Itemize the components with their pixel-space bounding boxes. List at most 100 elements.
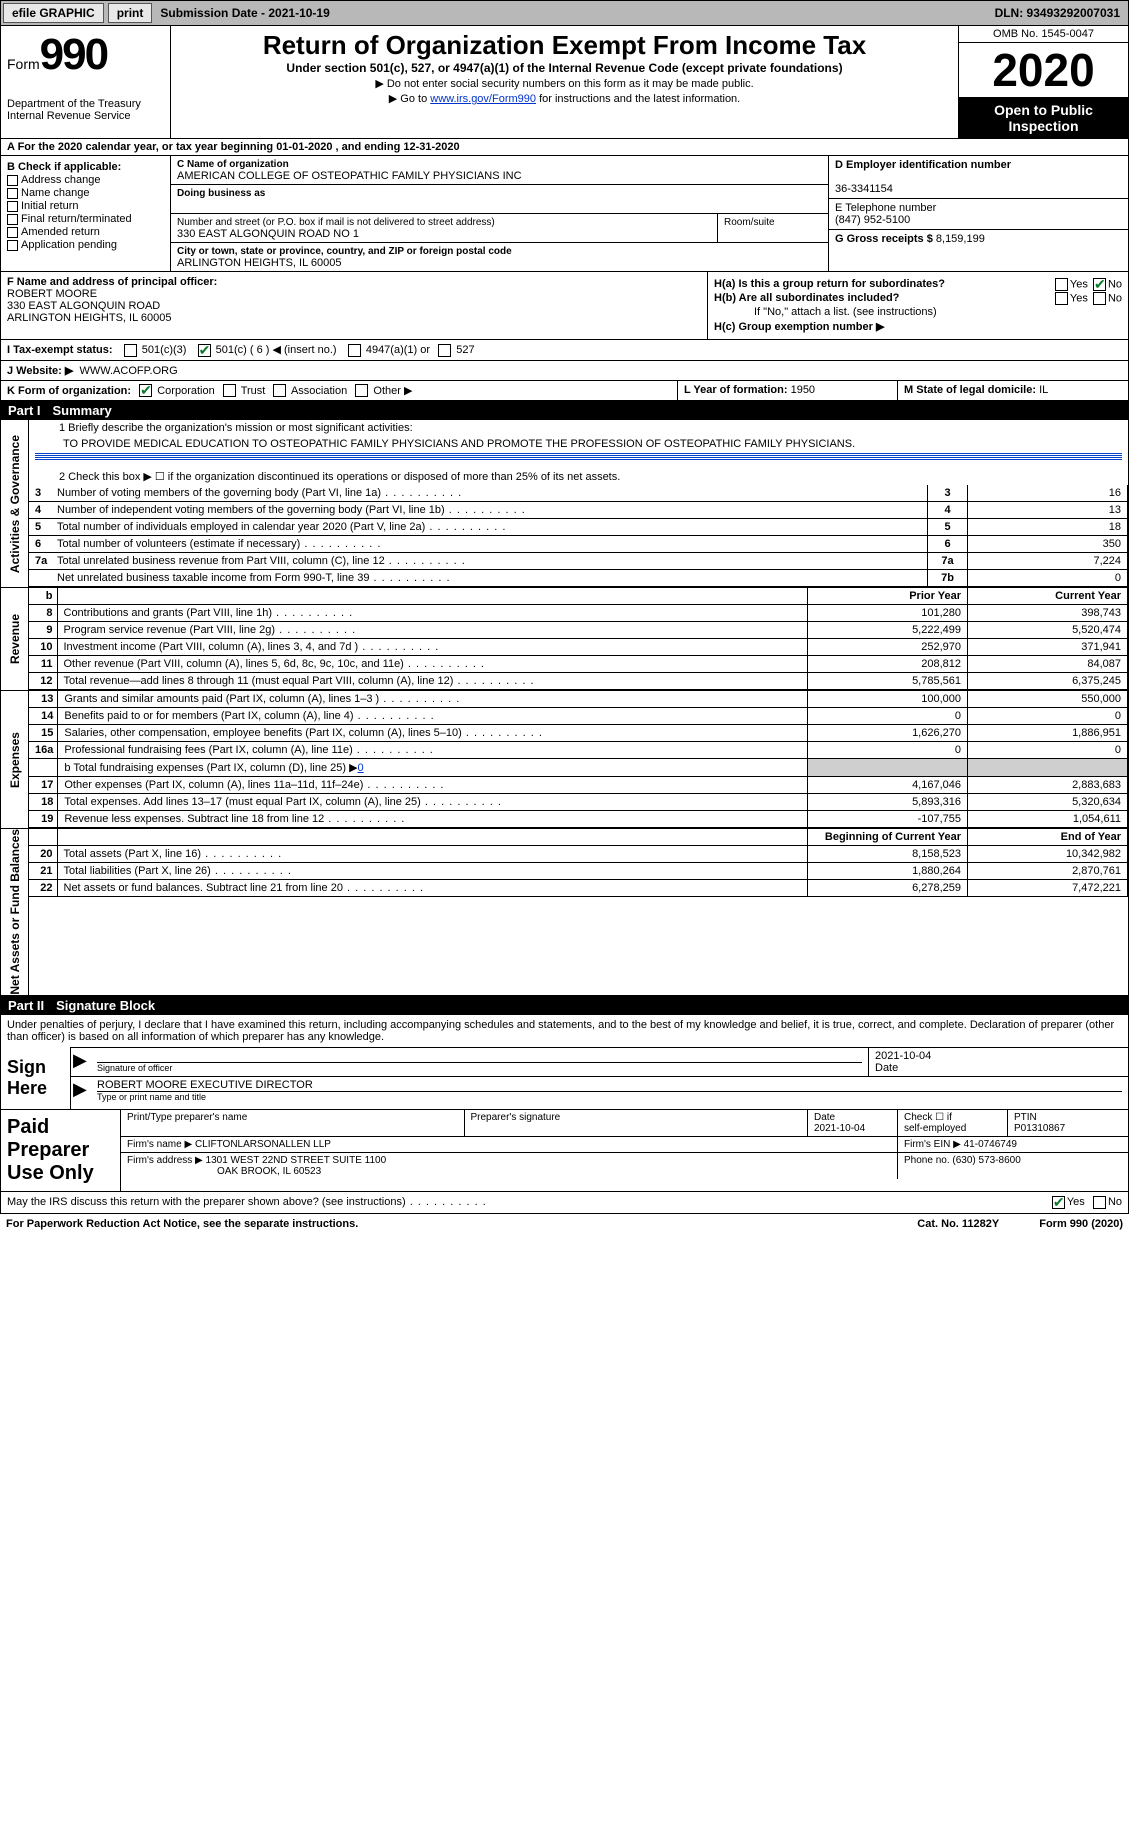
sig-date: 2021-10-04 [875, 1050, 1122, 1062]
note-ssn: ▶ Do not enter social security numbers o… [179, 77, 950, 90]
chk-initial-return[interactable] [7, 201, 18, 212]
chk-final-return[interactable] [7, 214, 18, 225]
officer-name-title: ROBERT MOORE EXECUTIVE DIRECTOR [97, 1079, 1122, 1091]
vlabel-activities: Activities & Governance [8, 435, 22, 573]
vlabel-revenue: Revenue [8, 614, 22, 664]
ein: 36-3341154 [835, 183, 893, 195]
chk-address-change[interactable] [7, 175, 18, 186]
part1-header: Part I Summary [0, 401, 1129, 420]
chk-ha-yes[interactable] [1055, 278, 1068, 291]
officer-group-block: F Name and address of principal officer:… [0, 271, 1129, 340]
gov-row: 6Total number of volunteers (estimate if… [29, 536, 1128, 553]
revenue-table: b Prior Year Current Year 8Contributions… [29, 588, 1128, 690]
summary-revenue: Revenue b Prior Year Current Year 8Contr… [0, 588, 1129, 691]
chk-discuss-yes[interactable] [1052, 1196, 1065, 1209]
officer-name: ROBERT MOORE [7, 288, 97, 300]
mission-text: TO PROVIDE MEDICAL EDUCATION TO OSTEOPAT… [29, 436, 1128, 452]
street-address: 330 EAST ALGONQUIN ROAD NO 1 [177, 228, 359, 240]
chk-corp[interactable] [139, 384, 152, 397]
revenue-row: 9Program service revenue (Part VIII, lin… [29, 622, 1128, 639]
chk-hb-no[interactable] [1093, 292, 1106, 305]
chk-4947[interactable] [348, 344, 361, 357]
header-left: Form990 Department of the Treasury Inter… [1, 26, 171, 138]
netassets-row: 20Total assets (Part X, line 16)8,158,52… [29, 846, 1128, 863]
firm-addr2: OAK BROOK, IL 60523 [127, 1166, 321, 1177]
expenses-table: 13Grants and similar amounts paid (Part … [29, 691, 1128, 828]
submission-date: Submission Date - 2021-10-19 [154, 6, 335, 20]
firm-phone: (630) 573-8600 [952, 1155, 1020, 1166]
chk-application-pending[interactable] [7, 240, 18, 251]
chk-hb-yes[interactable] [1055, 292, 1068, 305]
firm-name: CLIFTONLARSONALLEN LLP [195, 1139, 331, 1150]
officer-addr1: 330 EAST ALGONQUIN ROAD [7, 300, 160, 312]
state-domicile: IL [1039, 384, 1048, 396]
ptin: P01310867 [1014, 1123, 1122, 1134]
expense-row: 14Benefits paid to or for members (Part … [29, 708, 1128, 725]
form-header: Form990 Department of the Treasury Inter… [0, 26, 1129, 139]
dept-treasury: Department of the Treasury [7, 98, 164, 110]
section-c: C Name of organization AMERICAN COLLEGE … [171, 156, 828, 271]
expense-row-16b: b Total fundraising expenses (Part IX, c… [29, 759, 1128, 777]
expense-row: 17Other expenses (Part IX, column (A), l… [29, 777, 1128, 794]
expense-row: 13Grants and similar amounts paid (Part … [29, 691, 1128, 708]
chk-discuss-no[interactable] [1093, 1196, 1106, 1209]
firm-ein: 41-0746749 [964, 1139, 1017, 1150]
print-button[interactable]: print [108, 3, 153, 23]
netassets-row: 22Net assets or fund balances. Subtract … [29, 880, 1128, 897]
row-k: K Form of organization: Corporation Trus… [0, 381, 1129, 402]
page-footer: For Paperwork Reduction Act Notice, see … [0, 1214, 1129, 1234]
gov-row: 7aTotal unrelated business revenue from … [29, 553, 1128, 570]
irs-link[interactable]: www.irs.gov/Form990 [430, 93, 536, 105]
revenue-row: 12Total revenue—add lines 8 through 11 (… [29, 673, 1128, 690]
open-to-public: Open to Public Inspection [959, 98, 1128, 138]
chk-527[interactable] [438, 344, 451, 357]
revenue-row: 11Other revenue (Part VIII, column (A), … [29, 656, 1128, 673]
chk-assoc[interactable] [273, 384, 286, 397]
summary-netassets: Net Assets or Fund Balances Beginning of… [0, 829, 1129, 996]
officer-addr2: ARLINGTON HEIGHTS, IL 60005 [7, 312, 171, 324]
efile-graphic-button[interactable]: efile GRAPHIC [3, 3, 104, 23]
header-title-block: Return of Organization Exempt From Incom… [171, 26, 958, 138]
chk-other[interactable] [355, 384, 368, 397]
vlabel-netassets: Net Assets or Fund Balances [8, 829, 22, 995]
line-a-tax-year: A For the 2020 calendar year, or tax yea… [0, 139, 1129, 156]
form-subtitle: Under section 501(c), 527, or 4947(a)(1)… [179, 61, 950, 75]
sig-arrow-icon-2: ▶ [71, 1077, 91, 1104]
section-h: H(a) Is this a group return for subordin… [708, 272, 1128, 339]
revenue-row: 8Contributions and grants (Part VIII, li… [29, 605, 1128, 622]
netassets-table: Beginning of Current Year End of Year 20… [29, 829, 1128, 897]
row-j-website: J Website: ▶ WWW.ACOFP.ORG [0, 361, 1129, 381]
header-right: OMB No. 1545-0047 2020 Open to Public In… [958, 26, 1128, 138]
form-word: Form [7, 56, 40, 72]
identity-block: B Check if applicable: Address change Na… [0, 156, 1129, 271]
chk-trust[interactable] [223, 384, 236, 397]
firm-addr1: 1301 WEST 22ND STREET SUITE 1100 [206, 1155, 387, 1166]
dln-label: DLN: 93493292007031 [995, 6, 1128, 20]
expense-row: 16aProfessional fundraising fees (Part I… [29, 742, 1128, 759]
top-toolbar: efile GRAPHIC print Submission Date - 20… [0, 0, 1129, 26]
chk-ha-no[interactable] [1093, 278, 1106, 291]
year-formation: 1950 [791, 384, 815, 396]
sig-arrow-icon: ▶ [71, 1048, 91, 1076]
part2-header: Part II Signature Block [0, 996, 1129, 1015]
omb-number: OMB No. 1545-0047 [959, 26, 1128, 43]
chk-name-change[interactable] [7, 188, 18, 199]
section-f: F Name and address of principal officer:… [1, 272, 708, 339]
chk-501c3[interactable] [124, 344, 137, 357]
gov-row: Net unrelated business taxable income fr… [29, 570, 1128, 587]
paid-preparer-label: Paid Preparer Use Only [1, 1110, 121, 1191]
chk-501c[interactable] [198, 344, 211, 357]
vlabel-expenses: Expenses [8, 732, 22, 788]
expense-row: 15Salaries, other compensation, employee… [29, 725, 1128, 742]
expense-row: 18Total expenses. Add lines 13–17 (must … [29, 794, 1128, 811]
paid-preparer-block: Paid Preparer Use Only Print/Type prepar… [0, 1110, 1129, 1192]
irs-label: Internal Revenue Service [7, 110, 164, 122]
prep-date: 2021-10-04 [814, 1123, 891, 1134]
gross-receipts: 8,159,199 [936, 233, 985, 245]
chk-amended-return[interactable] [7, 227, 18, 238]
governance-table: 3Number of voting members of the governi… [29, 485, 1128, 587]
discuss-row: May the IRS discuss this return with the… [0, 1192, 1129, 1214]
summary-activities: Activities & Governance 1 Briefly descri… [0, 420, 1129, 588]
sign-here-label: Sign Here [1, 1047, 71, 1109]
gov-row: 3Number of voting members of the governi… [29, 485, 1128, 502]
